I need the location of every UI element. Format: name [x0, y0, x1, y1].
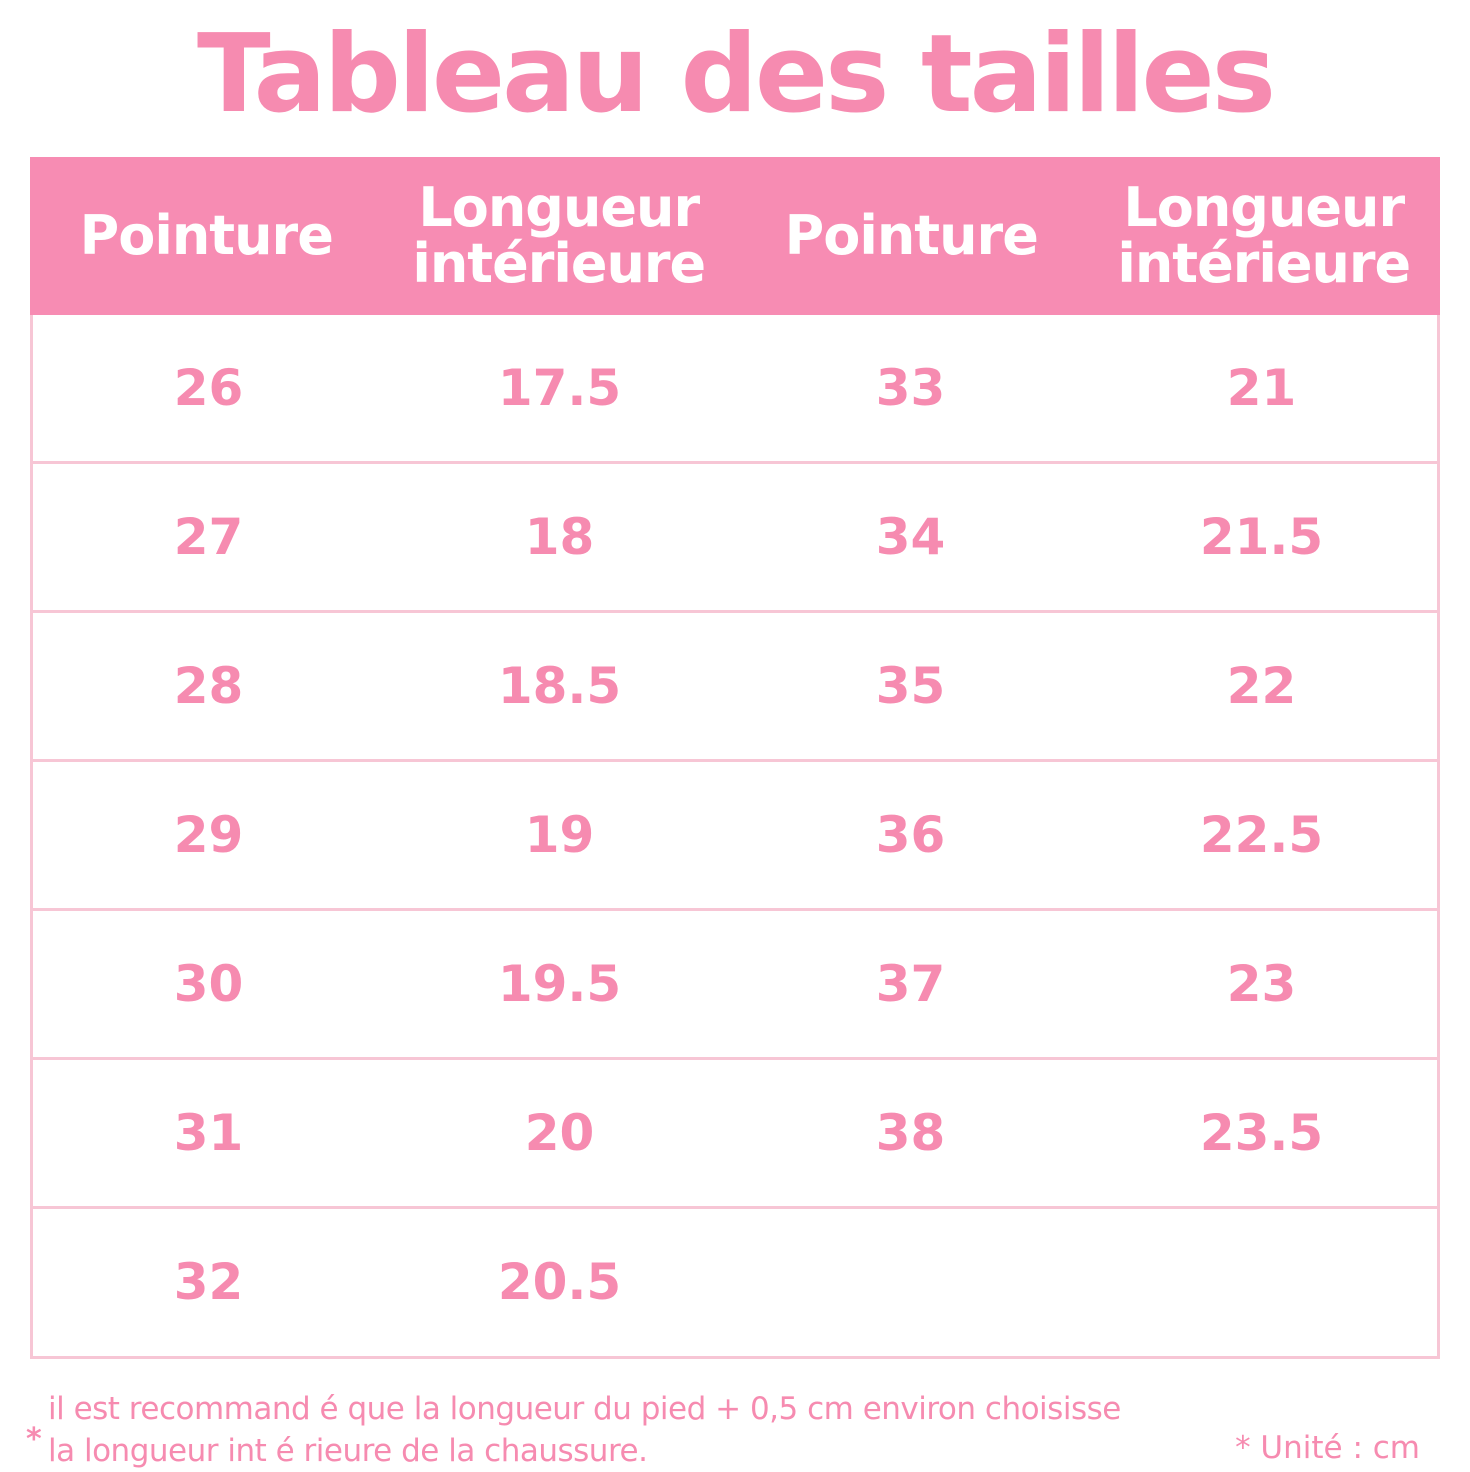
page-title: Tableau des tailles [196, 12, 1276, 137]
table-cell: 34 [875, 508, 946, 566]
table-cell: 27 [173, 508, 244, 566]
table-cell: 32 [173, 1253, 244, 1311]
footnote-asterisk: * [26, 1422, 42, 1457]
unit-note: * Unité : cm [1235, 1430, 1420, 1466]
table-cell: 20.5 [497, 1253, 622, 1311]
footnote-text: il est recommand é que la longueur du pi… [48, 1391, 1121, 1469]
table-cell: 35 [875, 657, 946, 715]
table-row: 32 20.5 [33, 1209, 1437, 1358]
table-cell: 30 [173, 955, 244, 1013]
table-cell: 23.5 [1199, 1104, 1324, 1162]
column-header-length-1: Longueur intérieure [412, 176, 706, 295]
table-cell: 36 [875, 806, 946, 864]
table-cell: 22 [1226, 657, 1297, 715]
table-cell: 19.5 [497, 955, 622, 1013]
table-header: Pointure Longueur intérieure Pointure Lo… [30, 157, 1440, 315]
table-cell: 37 [875, 955, 946, 1013]
table-row: 28 18.5 35 22 [33, 613, 1437, 762]
table-cell [735, 1209, 1086, 1355]
table-row: 30 19.5 37 23 [33, 911, 1437, 1060]
table-cell: 21 [1226, 359, 1297, 417]
table-cell: 18.5 [497, 657, 622, 715]
table-cell: 33 [875, 359, 946, 417]
table-cell: 18 [524, 508, 595, 566]
column-header-length-2: Longueur intérieure [1117, 176, 1411, 295]
table-cell: 23 [1226, 955, 1297, 1013]
table-cell: 28 [173, 657, 244, 715]
table-row: 27 18 34 21.5 [33, 464, 1437, 613]
table-cell: 26 [173, 359, 244, 417]
table-cell: 19 [524, 806, 595, 864]
table-cell [1086, 1209, 1437, 1355]
column-header-size-2: Pointure [784, 204, 1039, 267]
table-cell: 20 [524, 1104, 595, 1162]
table-cell: 21.5 [1199, 508, 1324, 566]
size-table: Pointure Longueur intérieure Pointure Lo… [30, 157, 1440, 1359]
table-row: 29 19 36 22.5 [33, 762, 1437, 911]
table-cell: 29 [173, 806, 244, 864]
column-header-size-1: Pointure [79, 204, 334, 267]
table-cell: 22.5 [1199, 806, 1324, 864]
table-cell: 17.5 [497, 359, 622, 417]
table-row: 26 17.5 33 21 [33, 315, 1437, 464]
table-cell: 31 [173, 1104, 244, 1162]
table-cell: 38 [875, 1104, 946, 1162]
table-row: 31 20 38 23.5 [33, 1060, 1437, 1209]
